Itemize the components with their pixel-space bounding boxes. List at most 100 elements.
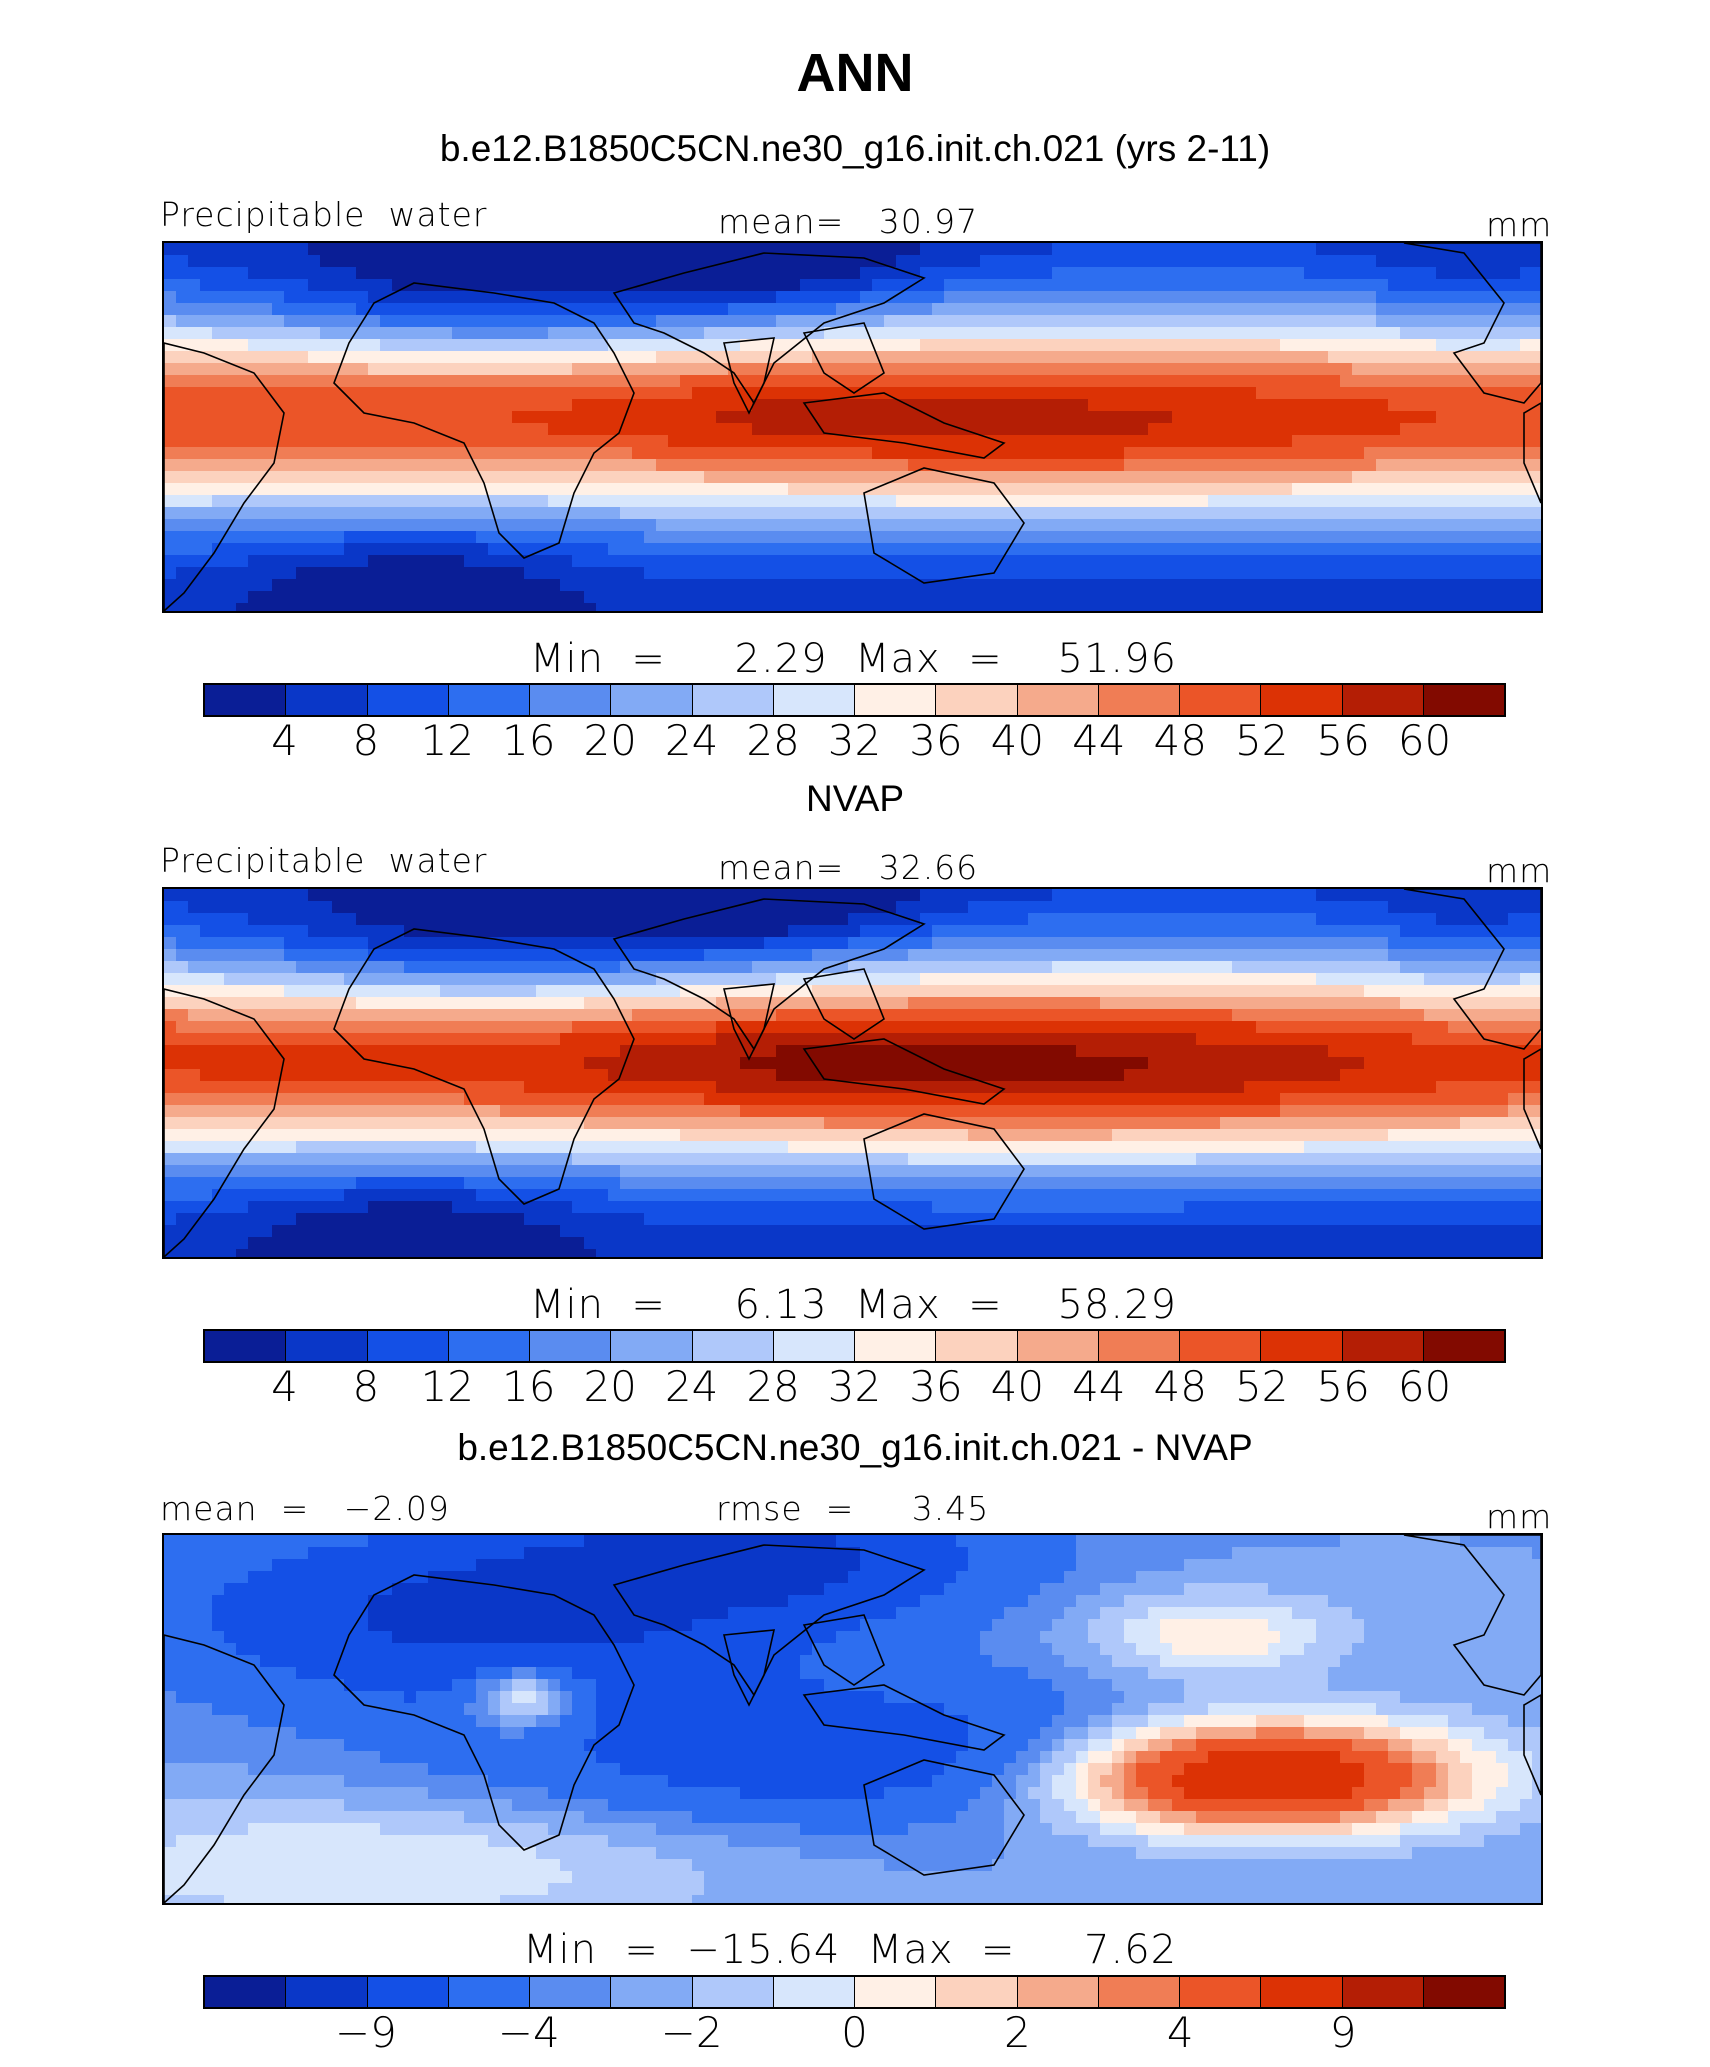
colorbar-swatch (1342, 1331, 1424, 1361)
coastline (722, 1629, 776, 1707)
colorbar-swatch (611, 1331, 693, 1361)
colorbar-swatch (1017, 685, 1099, 715)
colorbar-tick-label: 36 (909, 716, 963, 765)
panel-2-colorbar-ticks: 4 8 12 16 20 24 28 32 36 40 44 48 52 56 60 (203, 1362, 1506, 1411)
figure-title: ANN (796, 43, 914, 103)
colorbar-tick-label: 8 (352, 1362, 380, 1411)
coastline (612, 1544, 926, 1697)
colorbar-swatch (1342, 1977, 1424, 2007)
panel-2-variable-label: Precipitable water (160, 841, 488, 880)
coastline (802, 322, 885, 394)
coastline (164, 988, 285, 1257)
panel-1-colorbar-ticks: 4 8 12 16 20 24 28 32 36 40 44 48 52 56 60 (203, 716, 1506, 765)
colorbar-swatch (936, 1977, 1018, 2007)
colorbar-swatch (692, 685, 774, 715)
colorbar-swatch (611, 685, 693, 715)
colorbar-swatch (1017, 1977, 1099, 2007)
colorbar-swatch (1342, 685, 1424, 715)
panel-1-colorbar (203, 683, 1506, 717)
coastline (333, 928, 635, 1205)
colorbar-tick-label: 4 (271, 1362, 298, 1411)
coastline (863, 1113, 1025, 1230)
coastline (802, 1684, 1006, 1751)
colorbar-swatch (855, 1331, 937, 1361)
colorbar-swatch (1261, 1331, 1343, 1361)
colorbar-swatch (611, 1977, 693, 2007)
colorbar-swatch (1180, 1977, 1262, 2007)
panel-3-colorbar-ticks: −9 −4 −2 0 2 4 9 (203, 2008, 1506, 2057)
colorbar-tick-label: 44 (1072, 716, 1126, 765)
coastline (863, 467, 1025, 584)
panel-2-colorbar (203, 1329, 1506, 1363)
panel-2-map (162, 887, 1543, 1259)
colorbar-swatch (1180, 1331, 1262, 1361)
coastline (1403, 1535, 1541, 1696)
colorbar-swatch (448, 1977, 530, 2007)
colorbar-swatch (205, 1331, 287, 1361)
coastline (1403, 243, 1541, 404)
colorbar-tick-label: 32 (827, 716, 882, 765)
colorbar-tick-label: 32 (827, 1362, 882, 1411)
colorbar-swatch (530, 1331, 612, 1361)
panel-2-mean-label: mean= 32.66 (718, 848, 979, 887)
colorbar-tick-label: 52 (1234, 716, 1289, 765)
coastline (802, 1038, 1006, 1105)
colorbar-tick-label: 40 (990, 716, 1045, 765)
colorbar-swatch (1017, 1331, 1099, 1361)
colorbar-tick-label: 0 (841, 2008, 868, 2057)
panel-2-minmax: Min = 6.13 Max = 58.29 (530, 1282, 1177, 1328)
colorbar-swatch (367, 685, 449, 715)
coastline (333, 1574, 635, 1851)
colorbar-swatch (448, 685, 530, 715)
colorbar-swatch (692, 1331, 774, 1361)
colorbar-tick-label: 4 (1166, 2008, 1194, 2057)
panel-1-mean-label: mean= 30.97 (718, 202, 979, 241)
colorbar-tick-label: 48 (1153, 716, 1207, 765)
colorbar-tick-label: 2 (1004, 2008, 1031, 2057)
coastline (722, 983, 776, 1061)
colorbar-tick-label: 12 (420, 1362, 475, 1411)
colorbar-swatch (1261, 1977, 1343, 2007)
panel-3-map (162, 1533, 1543, 1905)
colorbar-swatch (367, 1331, 449, 1361)
coastline (722, 337, 776, 415)
colorbar-swatch (773, 685, 855, 715)
colorbar-swatch (855, 685, 937, 715)
colorbar-swatch (936, 685, 1018, 715)
colorbar-tick-label: 28 (746, 716, 800, 765)
colorbar-tick-label: 36 (909, 1362, 963, 1411)
colorbar-swatch (530, 1977, 612, 2007)
colorbar-tick-label: 24 (664, 1362, 719, 1411)
colorbar-tick-label: 56 (1316, 1362, 1370, 1411)
panel-1-title: b.e12.B1850C5CN.ne30_g16.init.ch.021 (yr… (439, 128, 1271, 169)
panel-1-map (162, 241, 1543, 613)
panel-2-title: NVAP (805, 778, 904, 819)
panel-3-units-label: mm (1486, 1497, 1553, 1536)
colorbar-swatch (1180, 685, 1262, 715)
colorbar-tick-label: 8 (352, 716, 380, 765)
colorbar-swatch (205, 685, 287, 715)
colorbar-tick-label: 20 (583, 1362, 637, 1411)
coastline (612, 252, 926, 405)
panel-3-mean-label: mean = −2.09 (160, 1489, 450, 1528)
colorbar-tick-label: 4 (271, 716, 298, 765)
colorbar-swatch (1423, 1977, 1504, 2007)
coastline (333, 282, 635, 559)
colorbar-tick-label: 16 (502, 716, 556, 765)
colorbar-swatch (1098, 685, 1180, 715)
colorbar-swatch (205, 1977, 287, 2007)
colorbar-tick-label: 60 (1397, 1362, 1452, 1411)
colorbar-swatch (1423, 685, 1504, 715)
colorbar-swatch (936, 1331, 1018, 1361)
map-field (164, 889, 1541, 1257)
panel-1-minmax: Min = 2.29 Max = 51.96 (530, 636, 1177, 682)
colorbar-swatch (1098, 1331, 1180, 1361)
colorbar-tick-label: 52 (1234, 1362, 1289, 1411)
colorbar-tick-label: 9 (1329, 2008, 1357, 2057)
coastline (612, 898, 926, 1051)
colorbar-swatch (530, 685, 612, 715)
colorbar-tick-label: 24 (664, 716, 719, 765)
colorbar-swatch (1423, 1331, 1504, 1361)
colorbar-tick-label: −9 (334, 2008, 397, 2057)
colorbar-swatch (448, 1331, 530, 1361)
